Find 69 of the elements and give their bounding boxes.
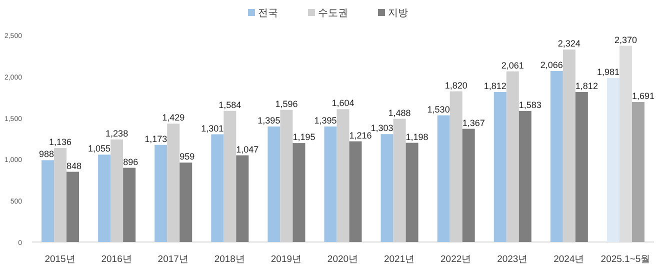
bar [550, 70, 563, 242]
data-label: 1,367 [462, 118, 485, 128]
bar [292, 143, 306, 242]
data-label: 959 [180, 152, 195, 162]
x-tick-label: 2022년 [440, 254, 472, 265]
bar [236, 155, 249, 242]
data-label: 988 [38, 149, 54, 160]
bar [606, 78, 620, 242]
data-label: 1,047 [236, 144, 259, 154]
x-tick-label: 2021년 [384, 254, 416, 265]
legend-label: 지방 [388, 8, 408, 19]
data-label: 1,216 [349, 130, 372, 140]
data-label: 1,395 [258, 115, 280, 126]
data-label: 1,596 [275, 98, 298, 109]
data-label: 1,820 [444, 80, 468, 90]
legend-label: 수도권 [318, 8, 348, 19]
bar [123, 168, 136, 242]
bar [518, 110, 532, 242]
bar [180, 162, 192, 242]
data-label: 1,583 [518, 100, 542, 110]
bar [66, 172, 80, 242]
bar [268, 126, 280, 242]
data-label: 1,055 [88, 144, 111, 154]
x-tick-label: 2017년 [158, 254, 189, 265]
bar [42, 160, 54, 242]
data-label: 1,136 [49, 136, 72, 147]
x-tick-label: 2020년 [327, 254, 359, 265]
data-label: 1,303 [370, 123, 394, 134]
data-label: 1,604 [332, 98, 354, 108]
legend-label: 전국 [258, 8, 278, 19]
data-label: 1,981 [596, 66, 620, 77]
x-tick-label: 2019년 [270, 254, 302, 265]
bar [462, 128, 475, 242]
data-label: 848 [66, 160, 82, 171]
bar [380, 134, 394, 242]
bar [494, 92, 506, 242]
data-label: 1,812 [484, 80, 506, 91]
data-label: 1,173 [144, 134, 168, 144]
x-tick-label: 2024년 [554, 254, 585, 265]
data-label: 2,324 [558, 38, 580, 49]
data-label: 1,301 [201, 123, 224, 134]
data-label: 1,530 [427, 104, 450, 114]
bar [211, 134, 224, 242]
data-label: 896 [123, 156, 138, 167]
data-label: 2,061 [501, 60, 524, 70]
x-tick-label: 2015년 [44, 254, 76, 265]
bar [406, 142, 418, 242]
data-label: 1,488 [388, 108, 411, 118]
data-label: 1,691 [632, 90, 655, 101]
bar [154, 144, 168, 242]
bar [324, 126, 337, 242]
x-tick-label: 2023년 [497, 254, 528, 265]
bar [575, 92, 588, 242]
data-label: 1,584 [218, 100, 242, 110]
x-tick-label: 2018년 [214, 254, 246, 265]
data-label: 1,198 [406, 132, 428, 142]
data-label: 1,812 [575, 80, 598, 91]
data-label: 1,429 [162, 112, 185, 123]
x-tick-label: 2025.1~5월 [600, 254, 651, 265]
data-label: 2,066 [540, 60, 563, 70]
data-label: 1,395 [314, 115, 337, 126]
bar [632, 102, 644, 242]
bar [437, 115, 450, 242]
bar [349, 141, 362, 242]
data-label: 1,195 [292, 132, 316, 142]
x-tick-label: 2016년 [101, 254, 132, 265]
bar [98, 154, 111, 242]
data-label: 1,238 [106, 128, 128, 138]
data-label: 2,370 [614, 34, 637, 45]
